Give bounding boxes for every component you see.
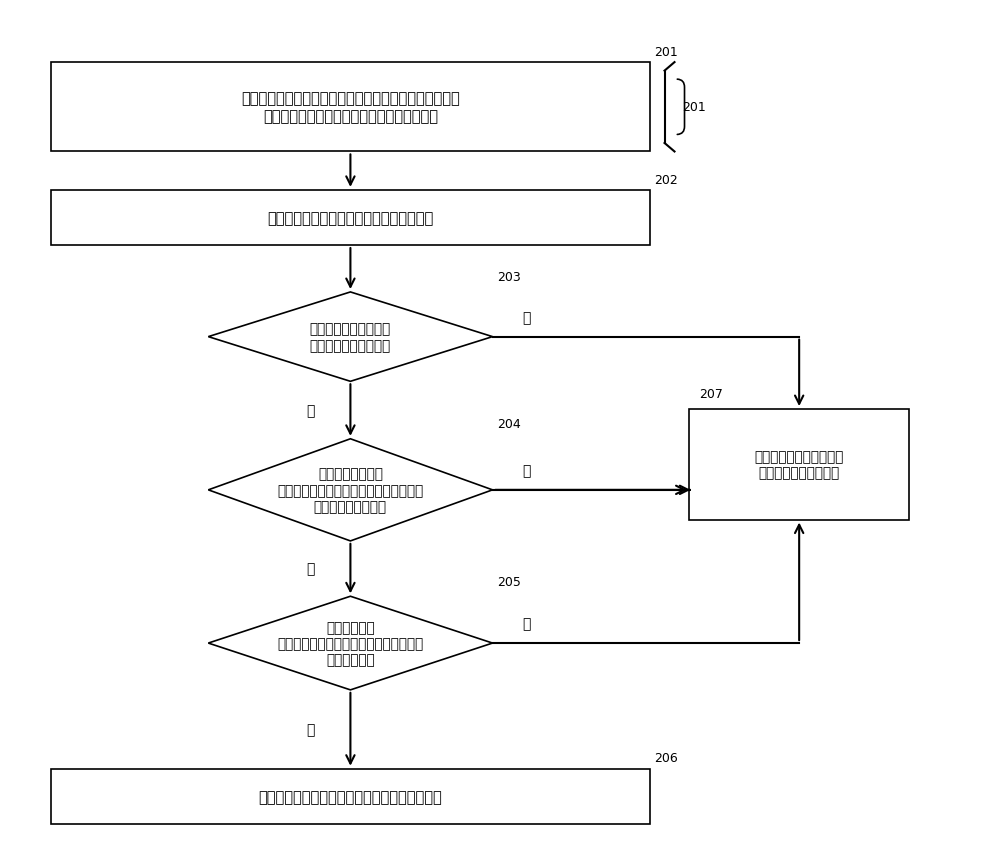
FancyBboxPatch shape — [51, 190, 650, 246]
Text: 206: 206 — [655, 751, 678, 764]
Text: 203: 203 — [498, 271, 521, 284]
FancyBboxPatch shape — [689, 409, 909, 520]
Text: 根据对端成员
端口的端口状态信息判断对端成员端口是
否为选中状态: 根据对端成员 端口的端口状态信息判断对端成员端口是 否为选中状态 — [277, 620, 424, 666]
Text: 获取链路层报文中携带的链路聚合状态信息: 获取链路层报文中携带的链路聚合状态信息 — [267, 211, 434, 226]
Text: 判断本端成员端口的端
口状态是否为选中状态: 判断本端成员端口的端 口状态是否为选中状态 — [310, 322, 391, 352]
Polygon shape — [208, 439, 493, 542]
Text: 否: 否 — [522, 463, 531, 478]
Text: 205: 205 — [498, 575, 521, 588]
FancyBboxPatch shape — [51, 769, 650, 824]
FancyBboxPatch shape — [51, 63, 650, 153]
Text: 是: 是 — [306, 403, 315, 418]
Text: 201: 201 — [682, 102, 706, 114]
Polygon shape — [208, 596, 493, 690]
Text: 根据聚合类型信息
判断本端网络设备与对端网络设备是否均
配置静态链路聚合组: 根据聚合类型信息 判断本端网络设备与对端网络设备是否均 配置静态链路聚合组 — [277, 467, 424, 514]
Text: 是: 是 — [306, 722, 315, 736]
Polygon shape — [208, 293, 493, 382]
Text: 204: 204 — [498, 418, 521, 431]
Text: 允许本端成员端口参与本端网络设备的流量转发: 允许本端成员端口参与本端网络设备的流量转发 — [259, 789, 442, 804]
Text: 否: 否 — [522, 310, 531, 324]
Text: 否: 否 — [522, 617, 531, 630]
Text: 202: 202 — [655, 173, 678, 186]
Text: 207: 207 — [699, 388, 723, 401]
Text: 201: 201 — [655, 46, 678, 59]
Text: 是: 是 — [306, 562, 315, 576]
Text: 对于链路聚合组中的每一条成员链路，该成员链路的本端
成员端口接收对端成员端口发送的链路层报文: 对于链路聚合组中的每一条成员链路，该成员链路的本端 成员端口接收对端成员端口发送… — [241, 91, 460, 124]
Text: 禁止本端成员端口参与本
端网络设备的流量转发: 禁止本端成员端口参与本 端网络设备的流量转发 — [754, 450, 844, 480]
